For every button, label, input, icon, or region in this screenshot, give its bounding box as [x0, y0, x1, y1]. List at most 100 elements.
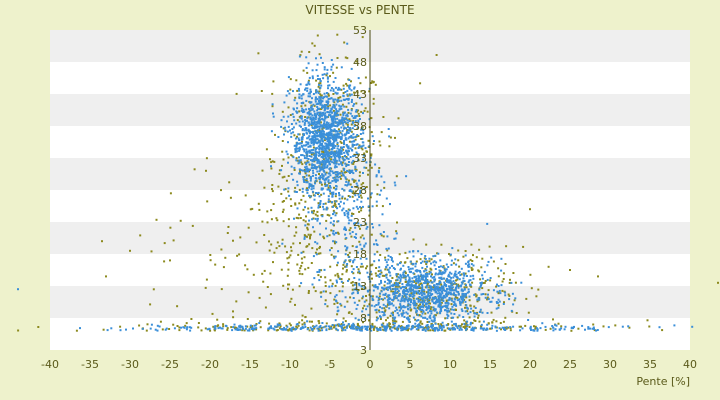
x-tick-label: 10 [443, 358, 457, 371]
scatter-point [353, 103, 356, 106]
scatter-point [311, 218, 314, 221]
scatter-point [384, 274, 387, 277]
scatter-point [311, 247, 314, 250]
scatter-point [206, 200, 209, 203]
y-tick-label: 23 [353, 216, 367, 229]
scatter-point [228, 181, 231, 184]
scatter-point [383, 181, 386, 184]
scatter-point [330, 156, 333, 158]
scatter-point [404, 286, 406, 289]
scatter-point [323, 145, 326, 148]
scatter-point [300, 50, 303, 53]
scatter-point [301, 145, 304, 148]
scatter-point [423, 304, 426, 307]
scatter-point [308, 107, 310, 110]
scatter-point [350, 281, 353, 284]
scatter-point [661, 329, 664, 332]
scatter-point [312, 143, 315, 146]
scatter-point [287, 156, 290, 159]
scatter-point [316, 161, 319, 164]
scatter-point [363, 166, 366, 169]
scatter-point [264, 306, 267, 309]
scatter-point [449, 289, 452, 292]
scatter-point [347, 254, 350, 256]
scatter-point [312, 135, 315, 138]
scatter-point [399, 262, 402, 265]
scatter-point [276, 325, 279, 328]
scatter-point [391, 302, 393, 305]
scatter-point [408, 268, 410, 271]
scatter-point [361, 287, 364, 290]
scatter-point [499, 322, 502, 324]
scatter-point [356, 152, 359, 155]
scatter-point [309, 150, 312, 153]
scatter-point [313, 166, 316, 169]
scatter-point [281, 140, 284, 142]
scatter-point [319, 200, 322, 202]
scatter-point [335, 86, 337, 89]
scatter-point [332, 209, 335, 212]
scatter-point [360, 326, 362, 329]
scatter-point [370, 326, 373, 329]
scatter-point [363, 154, 365, 157]
scatter-point [342, 207, 345, 210]
scatter-point [392, 283, 395, 286]
scatter-point [419, 270, 421, 272]
scatter-point [434, 268, 437, 270]
scatter-point [263, 186, 266, 189]
scatter-point [314, 123, 317, 126]
scatter-point [442, 265, 445, 268]
scatter-point [387, 297, 390, 300]
scatter-point [326, 140, 329, 143]
scatter-point [379, 232, 382, 235]
scatter-point [311, 123, 314, 126]
scatter-point [346, 169, 349, 172]
scatter-point [457, 291, 460, 293]
scatter-point [328, 168, 331, 170]
scatter-point [341, 172, 344, 175]
scatter-point [348, 209, 351, 212]
scatter-point [509, 326, 512, 329]
scatter-point [345, 144, 348, 146]
scatter-point [285, 179, 288, 182]
scatter-point [481, 287, 484, 290]
scatter-point [414, 284, 417, 287]
scatter-point [305, 162, 308, 164]
scatter-point [359, 190, 362, 193]
scatter-point [376, 183, 379, 186]
scatter-point [362, 132, 365, 135]
scatter-point [350, 101, 353, 103]
scatter-point [380, 189, 383, 192]
scatter-point [442, 324, 445, 327]
scatter-point [412, 286, 415, 289]
scatter-point [217, 327, 220, 330]
scatter-point [393, 282, 396, 285]
scatter-point [373, 243, 375, 246]
scatter-point [336, 264, 339, 267]
scatter-point [552, 326, 555, 329]
scatter-point [520, 325, 522, 328]
scatter-point [398, 253, 401, 256]
scatter-point [370, 131, 373, 134]
scatter-point [330, 125, 333, 128]
scatter-point [378, 224, 381, 227]
scatter-point [353, 222, 355, 225]
scatter-point [327, 159, 329, 162]
scatter-point [429, 279, 432, 282]
scatter-point [439, 299, 442, 302]
scatter-point [558, 328, 561, 331]
scatter-point [278, 172, 281, 175]
scatter-point [311, 160, 314, 163]
scatter-point [332, 154, 335, 157]
scatter-point [286, 325, 289, 328]
scatter-point [351, 127, 354, 130]
scatter-point [394, 316, 397, 319]
scatter-point [365, 186, 368, 188]
scatter-point [303, 144, 305, 147]
scatter-point [336, 323, 339, 326]
scatter-point [278, 322, 281, 325]
scatter-point [307, 211, 310, 214]
scatter-point [380, 298, 383, 300]
scatter-point [383, 186, 386, 189]
scatter-point [372, 299, 375, 301]
